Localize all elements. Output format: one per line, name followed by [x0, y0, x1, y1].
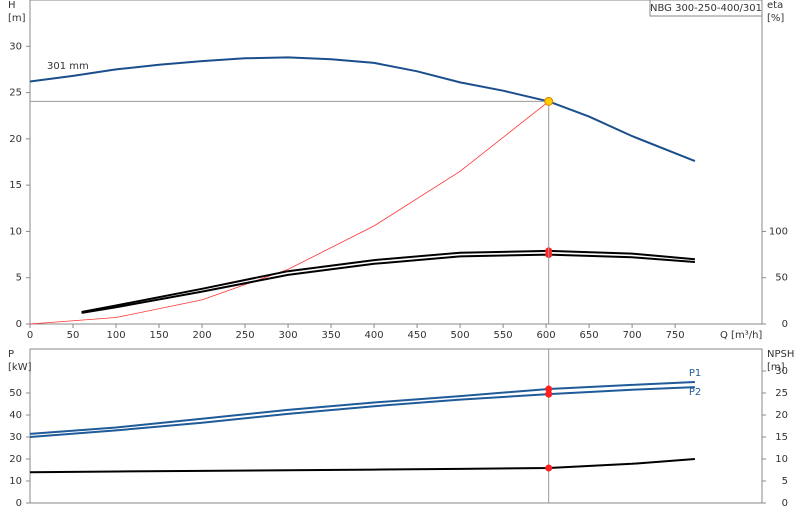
- curve: [29, 101, 549, 325]
- y-tick-label: 30: [9, 432, 22, 443]
- x-tick-label: 0: [27, 330, 33, 341]
- x-tick-label: 50: [67, 330, 80, 341]
- x-tick-label: 400: [365, 330, 384, 341]
- x-axis-label: Q [m³/h]: [720, 330, 762, 341]
- y2-tick-label: 20: [775, 410, 788, 421]
- y2-axis-label: [m]: [767, 362, 785, 373]
- y-tick-label: 0: [16, 319, 22, 330]
- curve: [81, 253, 695, 314]
- y2-tick-label: 50: [775, 273, 788, 284]
- y-axis-label: [m]: [8, 13, 26, 24]
- point-marker: [545, 390, 553, 398]
- x-tick-label: 200: [192, 330, 211, 341]
- point-marker: [545, 464, 553, 472]
- plot-frame: [29, 0, 763, 325]
- x-tick-label: 650: [580, 330, 599, 341]
- x-tick-label: 550: [494, 330, 513, 341]
- x-tick-label: 450: [408, 330, 427, 341]
- y2-tick-label: 5: [782, 476, 788, 487]
- x-tick-label: 250: [235, 330, 254, 341]
- x-tick-label: 700: [623, 330, 642, 341]
- y-tick-label: 0: [16, 498, 22, 509]
- plot-frame: [29, 348, 763, 504]
- chart-title: NBG 300-250-400/301: [650, 3, 762, 14]
- annotation: 301 mm: [47, 61, 89, 72]
- point-marker: [545, 385, 553, 393]
- y-tick-label: 30: [9, 41, 22, 52]
- y-tick-label: 10: [9, 476, 22, 487]
- y2-tick-label: 30: [775, 366, 788, 377]
- title-box: [649, 0, 763, 17]
- y-tick-label: 40: [9, 410, 22, 421]
- y-axis-label: [kW]: [8, 362, 32, 373]
- y2-tick-label: 0: [782, 319, 788, 330]
- y2-tick-label: 25: [775, 388, 788, 399]
- y-tick-label: 20: [9, 134, 22, 145]
- curve: [29, 56, 696, 163]
- y-axis-label: P: [8, 349, 14, 360]
- y-tick-label: 20: [9, 454, 22, 465]
- curve: [81, 249, 695, 313]
- y2-tick-label: 100: [769, 226, 788, 237]
- y2-tick-label: 15: [775, 432, 788, 443]
- y-tick-label: 5: [16, 273, 22, 284]
- x-tick-label: 100: [106, 330, 125, 341]
- y-tick-label: 15: [9, 180, 22, 191]
- y2-axis-label: [%]: [767, 13, 784, 24]
- y2-tick-label: 10: [775, 454, 788, 465]
- series-label: P1: [689, 368, 701, 379]
- y2-tick-label: 0: [782, 498, 788, 509]
- y-tick-label: 25: [9, 88, 22, 99]
- x-tick-label: 500: [451, 330, 470, 341]
- curve: [29, 458, 695, 474]
- y-axis-label: H: [8, 0, 16, 11]
- point-marker: [544, 96, 554, 106]
- x-tick-label: 150: [149, 330, 168, 341]
- y-tick-label: 50: [9, 388, 22, 399]
- x-tick-label: 750: [666, 330, 685, 341]
- y-tick-label: 10: [9, 226, 22, 237]
- curve: [29, 386, 695, 438]
- y2-axis-label: NPSH: [767, 349, 794, 360]
- y2-axis-label: eta: [767, 0, 783, 11]
- x-tick-label: 300: [279, 330, 298, 341]
- curve: [29, 381, 695, 435]
- series-label: P2: [689, 387, 701, 398]
- x-tick-label: 350: [322, 330, 341, 341]
- x-tick-label: 600: [537, 330, 556, 341]
